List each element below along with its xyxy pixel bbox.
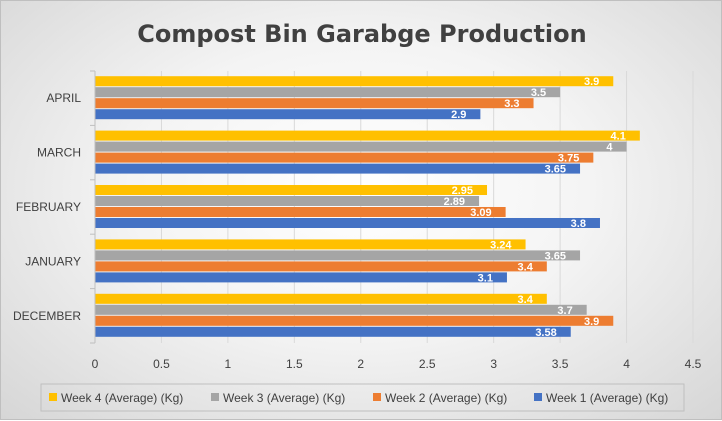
data-label: 4	[606, 142, 613, 154]
x-tick-label: 1.5	[286, 357, 303, 371]
data-label: 3.65	[545, 164, 566, 176]
bar-december-week-4	[95, 293, 547, 304]
legend-label-week-1: Week 1 (Average) (Kg)	[546, 391, 668, 405]
bar-april-week-3	[95, 87, 561, 98]
category-label-april: APRIL	[46, 91, 81, 105]
data-label: 3.5	[531, 87, 546, 99]
legend-label-week-4: Week 4 (Average) (Kg)	[61, 391, 183, 405]
legend-label-week-3: Week 3 (Average) (Kg)	[223, 391, 345, 405]
legend-box	[40, 383, 685, 412]
data-label: 3.09	[470, 207, 491, 219]
x-tick-label: 0	[92, 357, 99, 371]
data-label: 3.75	[558, 153, 579, 165]
legend: Week 4 (Average) (Kg) Week 3 (Average) (K…	[40, 383, 685, 412]
category-label-december: DECEMBER	[13, 309, 81, 323]
bar-february-week-2	[95, 207, 506, 217]
legend-swatch-week-1	[534, 393, 542, 401]
bar-december-week-2	[95, 315, 614, 326]
data-label: 3.8	[571, 218, 586, 230]
bar-december-week-1	[95, 326, 571, 337]
bar-january-week-1	[95, 272, 507, 283]
bar-march-week-2	[95, 152, 594, 163]
bar-april-week-2	[95, 98, 534, 109]
data-label: 3.3	[504, 98, 519, 110]
bar-december-week-3	[95, 304, 587, 315]
x-tick-label: 2	[357, 357, 364, 371]
data-label: 2.95	[452, 185, 473, 197]
x-tick-label: 0.5	[153, 357, 170, 371]
x-tick-label: 3.5	[552, 357, 569, 371]
data-label: 3.24	[490, 239, 512, 251]
x-tick-label: 3	[490, 357, 497, 371]
x-tick-label: 1	[225, 357, 232, 371]
bar-april-week-1	[95, 109, 481, 120]
bar-february-week-1	[95, 218, 600, 228]
bar-april-week-4	[95, 76, 614, 87]
x-tick-label: 2.5	[419, 357, 436, 371]
legend-swatch-week-3	[211, 393, 219, 401]
bar-february-week-4	[95, 185, 488, 195]
category-label-february: FEBRUARY	[16, 200, 81, 214]
data-label: 3.4	[518, 261, 534, 273]
category-label-january: JANUARY	[25, 254, 81, 268]
axes: 0 0.5 1 1.5 2 2.5 3 3.5 4 4.5 DECEMBER JANUARY FEBRU…	[13, 70, 702, 371]
data-label: 3.58	[535, 327, 556, 339]
data-label: 3.9	[584, 76, 599, 88]
bar-march-week-4	[95, 130, 640, 141]
data-label: 3.65	[545, 250, 566, 262]
category-label-march: MARCH	[37, 146, 81, 160]
bar-january-week-4	[95, 239, 526, 250]
legend-label-week-2: Week 2 (Average) (Kg)	[385, 391, 507, 405]
bar-january-week-3	[95, 250, 581, 261]
bars	[95, 76, 640, 337]
data-labels: 3.583.93.73.43.13.43.653.243.83.092.892.…	[444, 76, 626, 339]
data-label: 4.1	[611, 131, 626, 143]
legend-swatch-week-2	[373, 393, 381, 401]
data-label: 2.9	[451, 109, 466, 121]
bar-march-week-1	[95, 163, 581, 174]
data-label: 3.7	[557, 305, 572, 317]
bar-march-week-3	[95, 141, 627, 152]
data-label: 2.89	[444, 196, 465, 208]
data-label: 3.1	[478, 272, 493, 284]
legend-swatch-week-4	[49, 393, 57, 401]
chart-title: Compost Bin Garabge Production	[137, 20, 586, 48]
bar-february-week-3	[95, 196, 480, 206]
data-label: 3.9	[584, 316, 599, 328]
data-label: 3.4	[518, 294, 534, 306]
x-tick-label: 4	[623, 357, 630, 371]
bar-january-week-2	[95, 261, 547, 272]
x-tick-label: 4.5	[685, 357, 702, 371]
